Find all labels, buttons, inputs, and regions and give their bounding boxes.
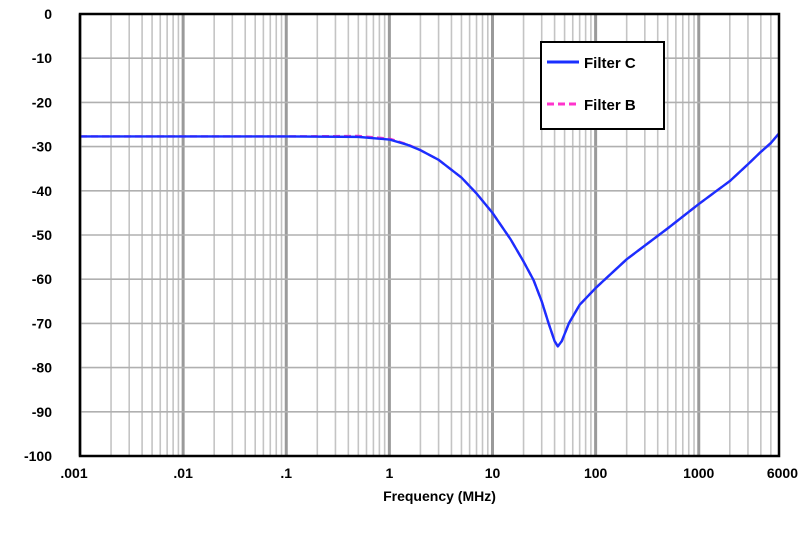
y-tick-label: -70 [32, 315, 52, 331]
grid [78, 13, 780, 457]
plot-border [78, 12, 781, 458]
x-tick-label: 6000 [767, 465, 798, 481]
series-line-filter-c [80, 132, 780, 348]
x-axis-title: Frequency (MHz) [383, 488, 496, 504]
series-layer [80, 132, 780, 348]
y-tick-label: -30 [32, 139, 52, 155]
x-tick-label: .001 [60, 465, 87, 481]
y-tick-label: 0 [44, 6, 52, 22]
x-tick-label: 1000 [683, 465, 714, 481]
y-tick-label: -80 [32, 360, 52, 376]
x-tick-label: .01 [173, 465, 193, 481]
y-tick-label: -90 [32, 404, 52, 420]
legend-label-filter-b: Filter B [584, 97, 636, 114]
x-tick-label: 1 [385, 465, 393, 481]
y-tick-labels: 0 -10 -20 -30 -40 -50 -60 -70 -80 -90 -100 [24, 6, 52, 464]
x-tick-label: 100 [584, 465, 608, 481]
y-tick-label: -40 [32, 183, 52, 199]
legend-label-filter-c: Filter C [584, 55, 636, 72]
y-tick-label: -50 [32, 227, 52, 243]
y-tick-label: -60 [32, 271, 52, 287]
y-tick-label: -20 [32, 94, 52, 110]
legend: Filter C Filter B [540, 41, 665, 130]
x-tick-label: .1 [280, 465, 292, 481]
legend-box [540, 41, 665, 130]
x-tick-labels: .001 .01 .1 1 10 100 1000 6000 [60, 465, 798, 481]
x-tick-label: 10 [485, 465, 501, 481]
y-tick-label: -10 [32, 50, 52, 66]
y-tick-label: -100 [24, 448, 52, 464]
